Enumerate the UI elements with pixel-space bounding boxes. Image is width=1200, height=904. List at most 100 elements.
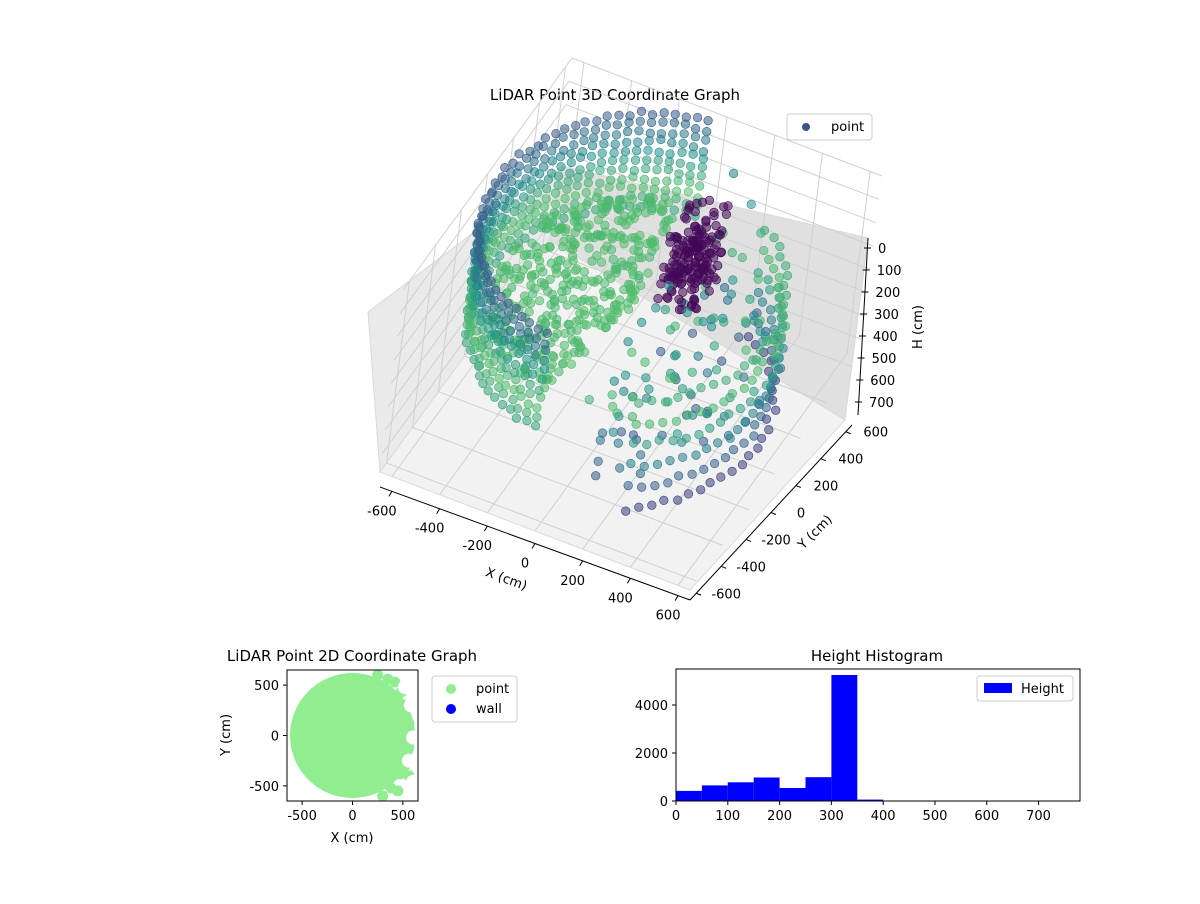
point-3d	[552, 319, 562, 330]
point-3d	[509, 206, 520, 216]
x-tick-label-3d: 400	[608, 591, 633, 606]
grid-line-z	[399, 80, 880, 314]
point-3d	[519, 192, 529, 202]
point-3d	[473, 218, 483, 229]
point-3d	[632, 146, 642, 156]
point-3d	[585, 232, 595, 242]
point-3d	[593, 187, 603, 198]
point-3d	[514, 348, 524, 359]
point-3d	[719, 283, 730, 293]
point-3d	[763, 275, 773, 285]
point-3d	[676, 273, 686, 283]
point-3d	[623, 304, 634, 314]
point-3d	[500, 163, 510, 173]
point-3d	[723, 201, 733, 211]
point-3d	[525, 205, 535, 215]
point-3d	[660, 305, 670, 315]
x-tick-label-2d: -500	[287, 809, 317, 824]
point-3d	[606, 245, 617, 255]
point-3d	[563, 176, 573, 186]
point-3d	[593, 215, 603, 225]
plot-3d: LiDAR Point 3D Coordinate Graph -600 -400…	[367, 57, 926, 624]
point-3d	[644, 384, 654, 394]
x-tick-label-3d: -200	[463, 539, 493, 554]
point-3d	[546, 168, 557, 178]
point-3d	[670, 109, 680, 119]
grid-line-x	[677, 171, 871, 586]
point-3d	[551, 210, 562, 220]
point-3d	[667, 138, 677, 148]
point-2d-gap	[397, 680, 412, 695]
point-3d	[777, 309, 788, 320]
point-3d	[716, 472, 726, 482]
histogram-bar	[727, 782, 754, 801]
point-3d	[685, 388, 695, 398]
point-3d	[581, 187, 591, 198]
point-3d	[532, 412, 542, 422]
point-3d	[695, 251, 705, 261]
point-3d	[487, 188, 497, 198]
point-3d	[569, 347, 580, 357]
point-3d	[475, 236, 485, 246]
point-3d	[532, 188, 543, 198]
point-3d	[501, 316, 511, 326]
point-3d	[725, 433, 735, 443]
point-3d	[627, 412, 638, 422]
point-3d	[756, 411, 766, 422]
point-3d	[583, 178, 593, 188]
point-3d	[558, 242, 568, 252]
point-3d	[682, 410, 693, 420]
point-3d	[479, 261, 490, 271]
point-3d	[550, 199, 561, 209]
plot-histogram: Height Histogram 0 100 200 300 400 500 600 7000…	[635, 647, 1081, 824]
point-3d	[565, 168, 575, 178]
point-3d	[772, 340, 782, 350]
point-3d	[766, 315, 777, 325]
point-3d	[600, 323, 611, 333]
point-3d	[711, 221, 721, 231]
point-3d	[597, 148, 607, 158]
point-3d	[608, 427, 619, 437]
point-3d	[759, 245, 769, 256]
point-3d	[709, 458, 720, 469]
point-3d	[496, 291, 506, 302]
point-3d	[762, 336, 772, 347]
grid-line-y	[411, 245, 723, 546]
point-3d	[691, 450, 701, 460]
point-2d	[392, 785, 404, 797]
point-3d	[659, 495, 669, 506]
point-3d	[753, 443, 763, 453]
point-3d	[639, 174, 650, 184]
y-tick-label-hist: 4000	[635, 699, 668, 714]
point-3d	[523, 399, 533, 409]
point-3d	[619, 155, 629, 165]
point-3d	[517, 312, 527, 322]
point-3d	[537, 223, 547, 233]
point-3d	[483, 386, 493, 396]
point-3d	[570, 191, 581, 201]
point-2d	[372, 670, 384, 681]
point-3d	[681, 214, 691, 224]
point-3d	[681, 245, 691, 255]
point-3d	[768, 264, 779, 274]
point-3d	[595, 435, 605, 445]
point-3d	[490, 329, 501, 340]
point-3d	[524, 318, 534, 328]
point-3d	[681, 112, 691, 122]
point-3d	[592, 116, 602, 126]
point-3d	[782, 270, 793, 281]
point-3d	[696, 383, 706, 393]
point-3d	[545, 242, 555, 252]
point-3d	[651, 303, 661, 313]
point-3d	[658, 417, 668, 428]
point-3d	[490, 178, 500, 188]
point-3d	[717, 226, 727, 236]
point-3d	[525, 146, 535, 156]
point-3d	[640, 357, 650, 367]
point-3d	[527, 369, 538, 379]
legend-histogram-swatch	[984, 683, 1012, 693]
legend-2d-point-marker	[446, 684, 456, 694]
point-3d	[490, 392, 500, 402]
point-3d	[528, 289, 538, 299]
point-3d	[709, 341, 719, 351]
